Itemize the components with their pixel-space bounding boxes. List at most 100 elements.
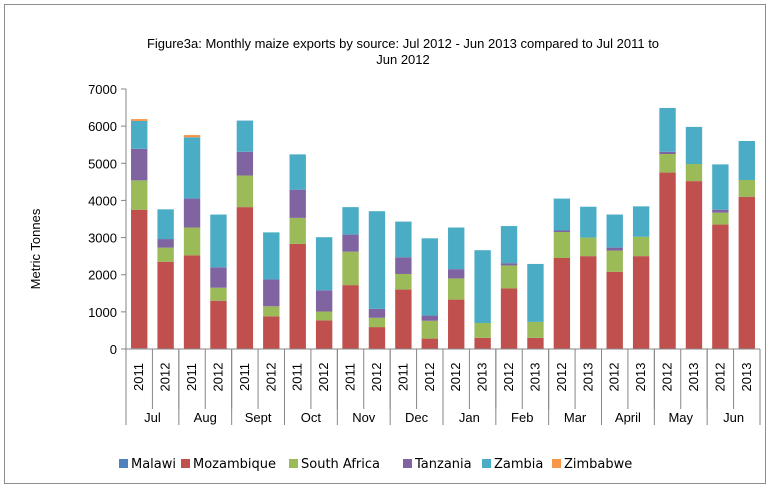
bar-segment-south-africa [632,236,650,257]
bar-segment-south-africa [368,317,386,328]
bar-segment-tanzania [210,267,227,288]
y-tick-label: 1000 [88,305,117,320]
bar-segment-zambia [183,137,201,199]
bar-segment-mozambique [606,271,623,349]
legend-label-zambia: Zambia [494,457,543,472]
bar-segment-south-africa [395,273,412,290]
bar-segment-mozambique [315,320,333,349]
x-month-label: Sept [245,410,272,425]
bar-segment-south-africa [315,311,333,321]
bar-segment-mozambique [553,258,571,349]
bar-segment-tanzania [368,308,386,318]
x-month-label: Feb [511,410,533,425]
bar-segment-south-africa [210,287,227,301]
bar-segment-zambia [474,250,491,323]
x-month-label: Mar [564,410,587,425]
bar-segment-mozambique [421,338,438,349]
bar-segment-mozambique [685,181,703,349]
x-tick-year-label: 2012 [158,363,173,392]
x-tick-year-label: 2013 [527,363,542,392]
bar-segment-zambia [368,211,386,309]
x-tick-year-label: 2013 [739,363,754,392]
bar-segment-mozambique [738,196,755,349]
x-tick-year-label: 2012 [316,363,331,392]
legend-swatch-zambia [482,459,491,468]
bar-segment-mozambique [210,300,227,349]
bar-segment-zambia [236,120,254,152]
chart-title-line-2: Jun 2012 [376,52,430,67]
x-tick-year-label: 2011 [343,363,358,391]
x-tick-year-label: 2012 [501,363,516,392]
x-month-label: Jun [723,410,744,425]
x-tick-year-label: 2012 [263,363,278,392]
bar-segment-mozambique [527,337,544,349]
x-tick-year-label: 2011 [131,363,146,391]
y-tick-label: 4000 [88,193,117,208]
bar-segment-zambia [421,238,438,316]
bar-segment-mozambique [368,327,386,349]
bar-segment-mozambique [183,255,201,349]
legend-swatch-tanzania [403,459,412,468]
x-month-label: Oct [301,410,322,425]
bar-segment-tanzania [183,198,201,228]
bar-segment-zambia [342,207,359,235]
bar-segment-mozambique [448,299,465,349]
legend-swatch-mozambique [181,459,190,468]
bar-segment-zambia [210,214,227,268]
bar-segment-mozambique [632,256,650,349]
x-month-label: Jan [459,410,480,425]
x-month-label: Nov [352,410,376,425]
bar-segment-tanzania [342,234,359,252]
x-month-label: Jul [144,410,161,425]
bar-segment-south-africa [500,265,518,289]
legend-label-malawi: Malawi [131,457,176,472]
x-tick-year-label: 2012 [369,363,384,392]
bar-segment-zimbabwe [131,119,148,121]
bar-segment-south-africa [131,180,148,210]
bar-segment-south-africa [553,232,571,258]
bar-segment-mozambique [712,224,729,349]
bar-segment-zambia [448,227,465,270]
bar-segment-mozambique [500,288,518,349]
bar-segment-mozambique [580,256,597,349]
bar-segment-tanzania [606,247,623,251]
bar-segment-zambia [712,164,729,210]
bar-segment-tanzania [131,148,148,181]
x-tick-year-label: 2011 [184,363,199,391]
bar-segment-zambia [315,237,333,291]
legend-swatch-south-africa [289,459,298,468]
legend-label-south-africa: South Africa [301,457,380,472]
bar-segment-tanzania [500,263,518,266]
legend: Malawi Mozambique South Africa Tanzania Zamb… [119,457,632,472]
bar-segment-south-africa [527,321,544,338]
bar-segment-south-africa [236,175,254,208]
bar-segment-south-africa [448,278,465,300]
x-tick-year-label: 2013 [686,363,701,392]
bar-segment-zambia [685,126,703,165]
bar-segment-zambia [527,263,544,322]
bar-segment-tanzania [553,230,571,232]
x-tick-year-label: 2012 [712,363,727,392]
bar-segment-zambia [131,120,148,149]
x-tick-year-label: 2011 [237,363,252,391]
x-month-label: May [668,410,693,425]
y-axis-label: Metric Tonnes [28,208,43,289]
bar-segment-zambia [632,206,650,237]
bar-segment-mozambique [659,172,676,349]
x-tick-year-label: 2011 [290,363,305,391]
legend-swatch-zimbabwe [552,459,561,468]
bar-segment-zambia [263,232,280,280]
bar-segment-south-africa [342,251,359,286]
bar-segment-south-africa [289,217,306,244]
bar-segment-tanzania [315,290,333,312]
bar-segment-tanzania [659,151,676,154]
x-tick-year-label: 2012 [422,363,437,392]
bar-segment-south-africa [183,227,201,256]
bar-segment-south-africa [580,237,597,257]
chart-title-line-1: Figure3a: Monthly maize exports by sourc… [147,36,659,51]
x-tick-year-label: 2012 [210,363,225,392]
bar-segment-tanzania [448,269,465,279]
bar-segment-south-africa [738,180,755,197]
bar-segment-zambia [289,154,306,190]
bar-segment-zambia [500,226,518,264]
